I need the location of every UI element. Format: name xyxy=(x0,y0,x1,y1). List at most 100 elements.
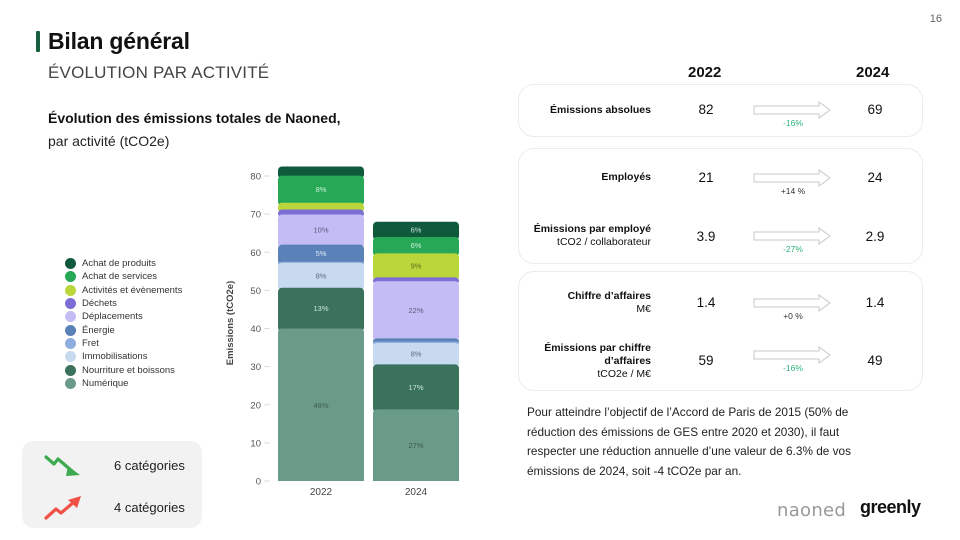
bar-segment xyxy=(373,277,459,285)
legend-item: Achat de produits xyxy=(65,257,182,270)
metric-label: Chiffre d’affaires M€ xyxy=(567,290,651,315)
increasing-categories-label: 4 catégories xyxy=(114,499,185,515)
y-tick-label: 40 xyxy=(250,324,261,335)
bar-segment xyxy=(278,209,364,218)
legend-label: Énergie xyxy=(82,324,115,336)
bar-segment xyxy=(278,287,364,332)
paris-agreement-note: Pour atteindre l’objectif de l’Accord de… xyxy=(527,405,851,478)
arrow-right-icon xyxy=(753,227,833,250)
metric-unit: tCO2e / M€ xyxy=(597,368,651,380)
metric-value-from: 1.4 xyxy=(696,295,716,310)
legend-label: Numérique xyxy=(82,377,129,389)
metric-value-from: 21 xyxy=(698,170,714,185)
y-tick-label: 60 xyxy=(250,248,261,259)
legend-item: Activités et évènements xyxy=(65,284,182,297)
bar-segment xyxy=(373,364,459,413)
bar-segment xyxy=(373,341,459,346)
bar-data-label: 10% xyxy=(313,226,328,235)
metric-label: Employés xyxy=(601,171,651,183)
year-to-heading: 2024 xyxy=(856,64,890,81)
legend-swatch xyxy=(65,324,76,336)
metric-label: Émissions par employé tCO2 / collaborateu… xyxy=(533,223,651,248)
bar-segment xyxy=(373,237,459,257)
x-axis: 2022 2024 xyxy=(310,487,428,498)
category-trend-summary: 6 catégories 4 catégories xyxy=(22,441,202,528)
legend-label: Achat de produits xyxy=(82,258,156,270)
bar-segment xyxy=(373,253,459,281)
metric-value-to: 1.4 xyxy=(865,295,885,310)
bar-segment xyxy=(278,202,364,213)
bar-data-label: 5% xyxy=(316,249,327,258)
y-axis-label: Emissions (tCO2e) xyxy=(225,281,236,365)
bar-segment xyxy=(373,221,459,240)
increasing-categories: 4 catégories xyxy=(22,494,185,520)
y-tick-label: 80 xyxy=(250,172,261,183)
year-from-heading: 2022 xyxy=(688,64,722,81)
bar-segment xyxy=(278,262,364,291)
bar-segment xyxy=(278,261,364,266)
chart-heading: Évolution des émissions totales de Naone… xyxy=(48,110,341,126)
arrow-right-icon xyxy=(753,294,833,317)
naoned-logo: naoned xyxy=(777,500,847,521)
y-tick-label: 0 xyxy=(256,477,261,488)
arrow-right-icon xyxy=(753,346,833,369)
metric-value-to: 69 xyxy=(867,102,883,117)
bar-segment xyxy=(278,175,364,206)
bar-segment xyxy=(278,328,364,484)
legend-item: Déchets xyxy=(65,297,182,310)
legend-swatch xyxy=(65,351,76,363)
bar-data-label: 6% xyxy=(411,241,422,250)
bar-segment xyxy=(278,214,364,248)
bar-data-label: 22% xyxy=(408,306,423,315)
card-absolute-emissions: Émissions absolues 82 -16% 69 xyxy=(518,84,923,137)
legend-item: Déplacements xyxy=(65,310,182,323)
legend-label: Déplacements xyxy=(82,311,143,323)
decreasing-categories: 6 catégories xyxy=(22,453,185,477)
legend-item: Énergie xyxy=(65,323,182,336)
metric-change: -27% xyxy=(783,244,803,254)
card-employees: Employés 21 +14 % 24 Émissions par emplo… xyxy=(518,148,923,264)
x-tick-label: 2024 xyxy=(405,487,428,498)
bar-mask xyxy=(277,481,365,487)
metric-label: Émissions absolues xyxy=(550,104,651,116)
y-tick-label: 50 xyxy=(250,286,261,297)
metric-value-to: 24 xyxy=(867,170,883,185)
bars: 48% 13% 8% 5% 10% 8% 27% 17% 8% 22% 9% 6% 6% xyxy=(277,166,460,487)
bar-data-label: 17% xyxy=(408,383,423,392)
bar-segment xyxy=(373,281,459,342)
bar-mask xyxy=(372,481,460,487)
bar-base xyxy=(373,476,459,481)
legend-swatch xyxy=(65,337,76,349)
metric-value-from: 82 xyxy=(698,102,714,117)
legend-label: Déchets xyxy=(82,298,117,310)
chart-legend: Achat de produits Achat de services Acti… xyxy=(65,257,182,390)
metric-unit: M€ xyxy=(636,303,651,315)
legend-label: Achat de services xyxy=(82,271,157,283)
decreasing-categories-label: 6 catégories xyxy=(114,457,185,473)
legend-swatch xyxy=(65,271,76,283)
y-axis: 0 10 20 30 40 50 60 70 80 xyxy=(250,172,270,488)
page-title: Bilan général xyxy=(48,28,190,54)
legend-item: Fret xyxy=(65,337,182,350)
greenly-logo: greenly xyxy=(860,497,921,517)
arrow-right-icon xyxy=(753,169,833,192)
x-tick-label: 2022 xyxy=(310,487,333,498)
arrow-right-icon xyxy=(753,101,833,124)
bar-data-label: 27% xyxy=(408,441,423,450)
metric-value-from: 3.9 xyxy=(696,229,716,244)
bar-segment xyxy=(373,409,459,484)
metric-label: Émissions par chiffre d’affaires tCO2e / M… xyxy=(544,342,651,380)
bar-data-label: 8% xyxy=(411,350,422,359)
bar-data-label: 6% xyxy=(411,225,422,234)
title-accent-bar xyxy=(36,31,40,52)
y-tick-label: 70 xyxy=(250,210,261,221)
bar-segment xyxy=(373,338,459,345)
legend-label: Activités et évènements xyxy=(82,284,183,296)
legend-label: Fret xyxy=(82,337,99,349)
bar-data-label: 8% xyxy=(316,271,327,280)
y-tick-label: 20 xyxy=(250,400,261,411)
bar-data-label: 48% xyxy=(313,401,328,410)
chart-subheading: par activité (tCO2e) xyxy=(48,133,170,149)
bar-segment xyxy=(278,244,364,265)
metric-change: -16% xyxy=(783,363,803,373)
